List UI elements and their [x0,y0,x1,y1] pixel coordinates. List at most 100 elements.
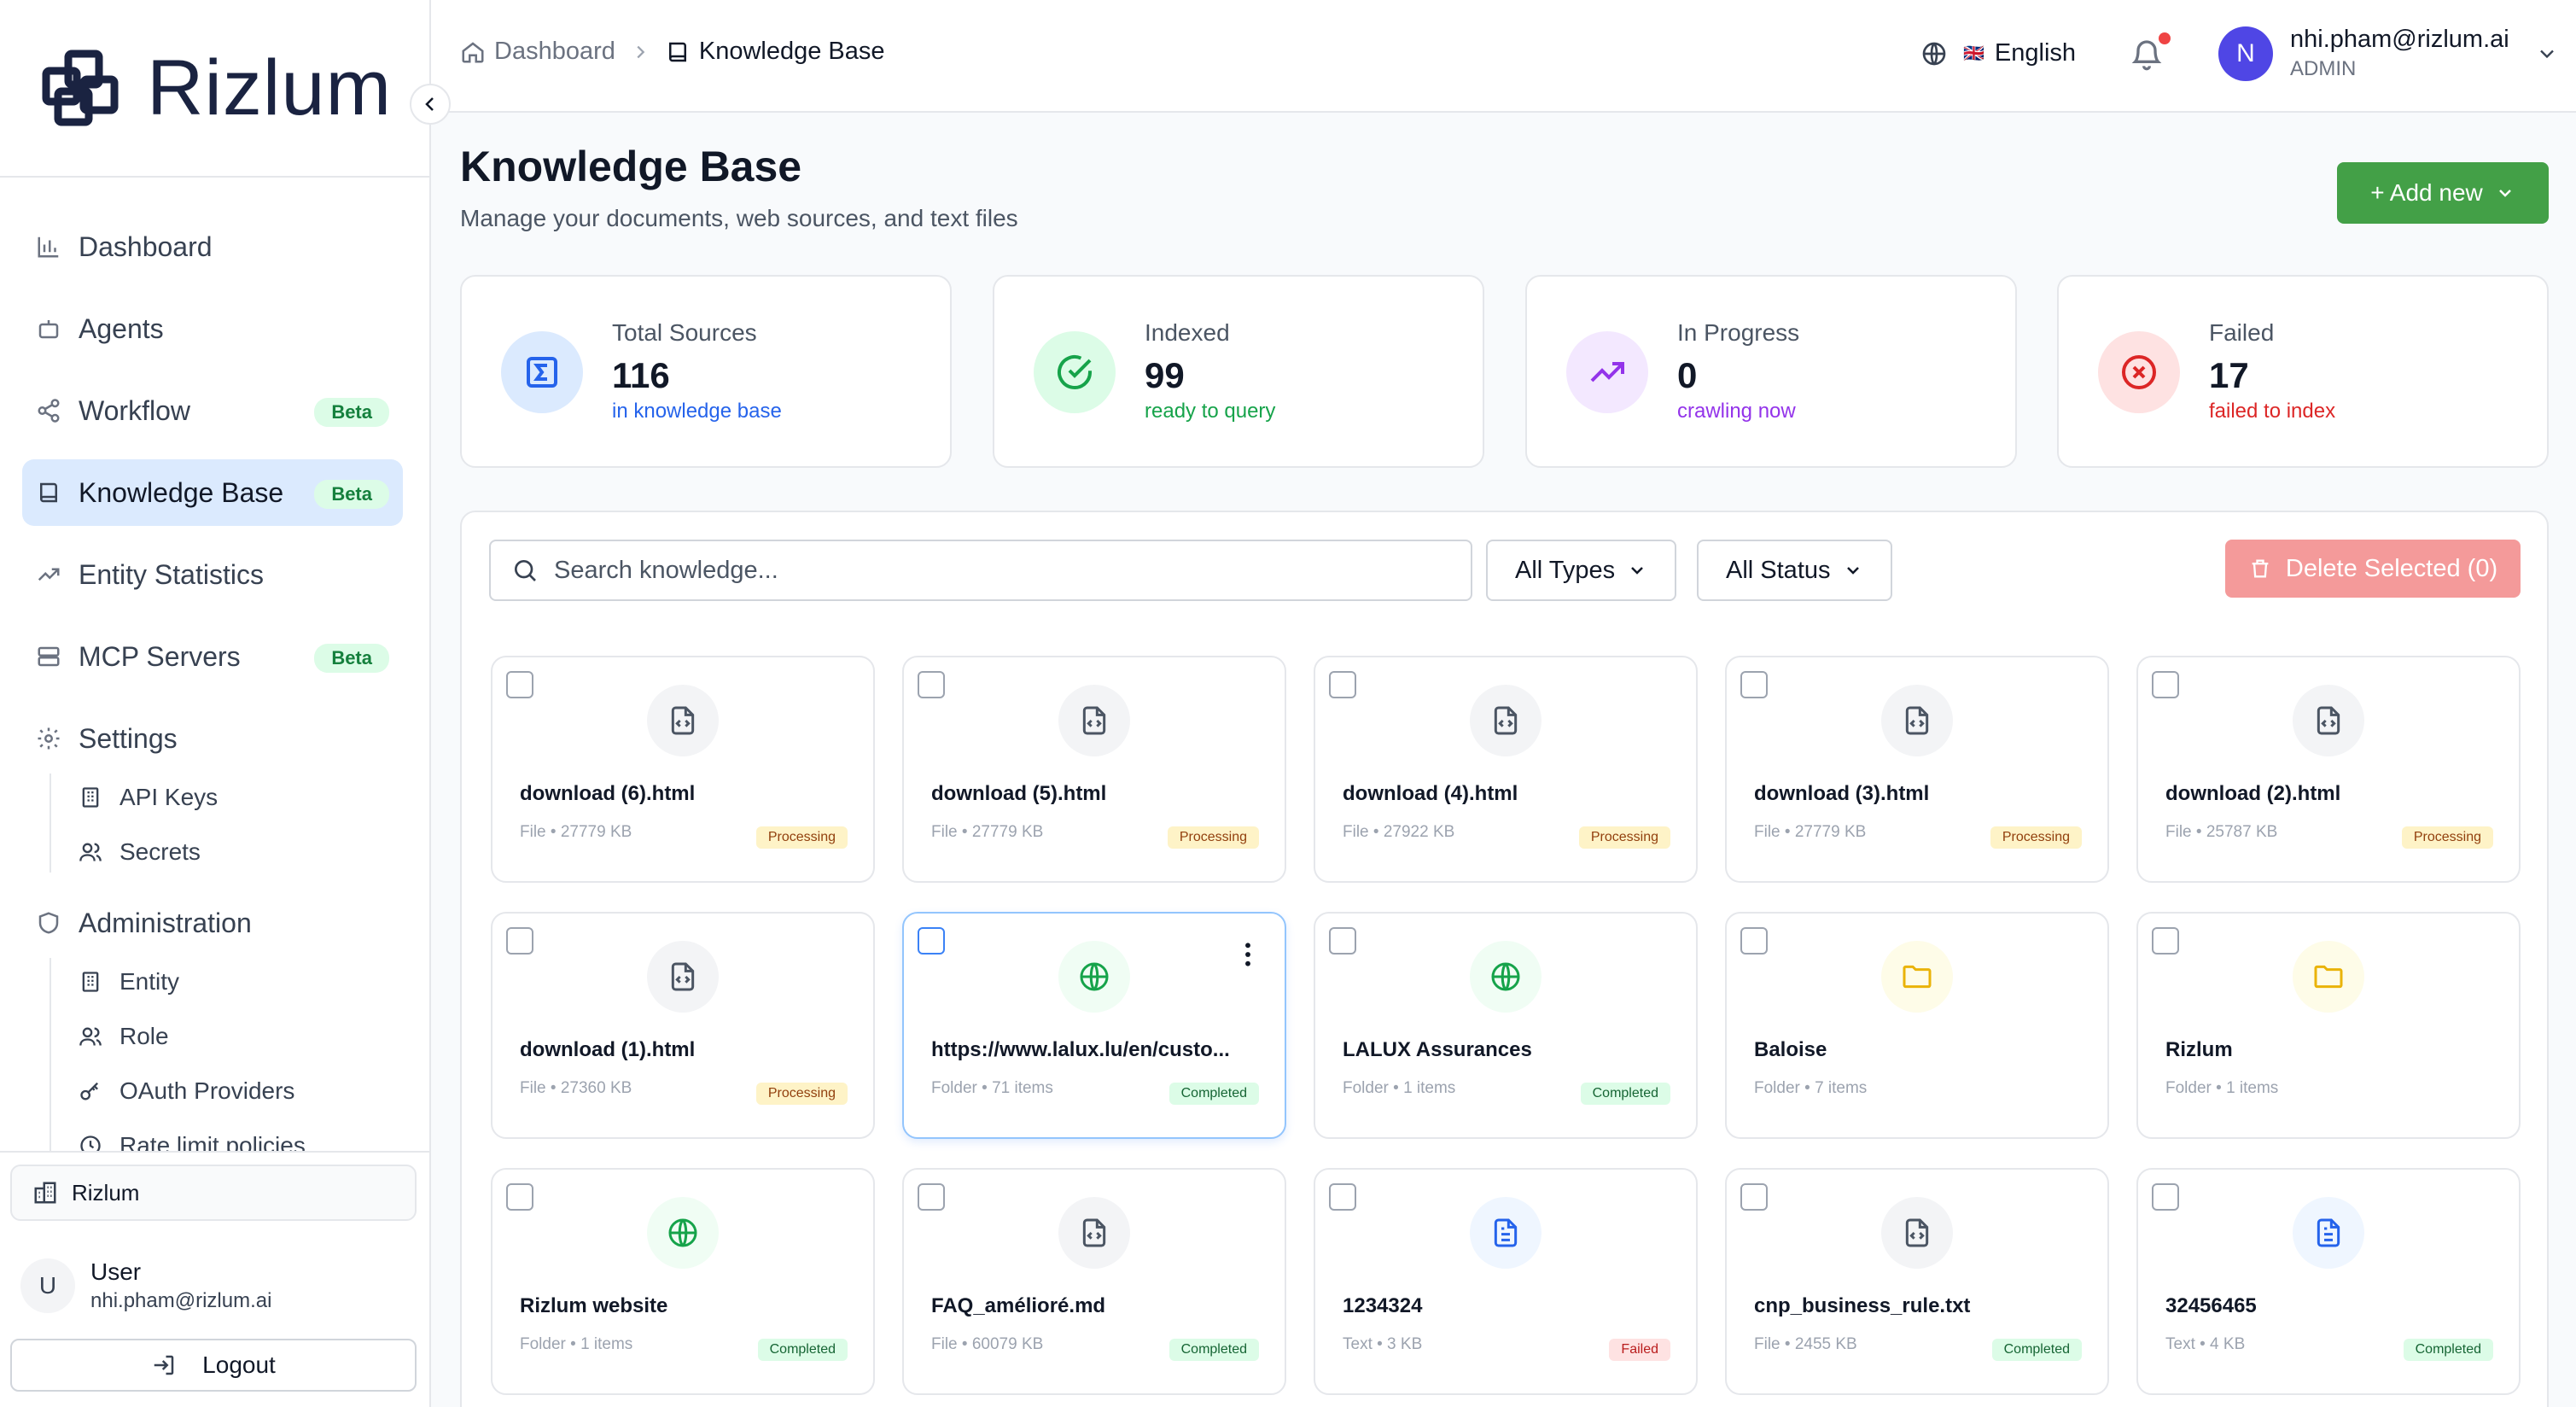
card-icon-wrap [2293,1197,2364,1269]
logout-label: Logout [202,1352,276,1378]
search-icon [515,560,536,581]
sidebar-item-dashboard[interactable]: Dashboard [22,213,403,280]
sidebar-item-entity-statistics[interactable]: Entity Statistics [22,541,403,608]
knowledge-card[interactable]: download (1).html File • 27360 KB Processi… [491,912,875,1139]
card-checkbox[interactable] [1740,927,1768,955]
knowledge-card[interactable]: LALUX Assurances Folder • 1 items Complete… [1314,912,1698,1139]
top-bar: Dashboard Knowledge Base 🇬🇧 English N nh… [431,0,2576,113]
users-icon [79,843,102,861]
language-selector[interactable]: 🇬🇧 English [1920,39,2076,67]
user-block: U User nhi.pham@rizlum.ai [20,1258,271,1313]
knowledge-card[interactable]: Baloise Folder • 7 items [1725,912,2109,1139]
stat-value: 0 [1677,355,1698,395]
knowledge-card[interactable]: download (5).html File • 27779 KB Processi… [902,656,1286,883]
knowledge-card[interactable]: download (2).html File • 25787 KB Processi… [2136,656,2521,883]
sidebar-item-knowledge-base[interactable]: Knowledge Base Beta [22,459,403,526]
card-checkbox[interactable] [1740,671,1768,698]
profile-menu[interactable]: N nhi.pham@rizlum.ai ADMIN [2218,26,2559,81]
card-checkbox[interactable] [2152,671,2179,698]
key-icon [80,1082,98,1100]
sidebar-item-role[interactable]: Role [79,1013,169,1060]
breadcrumb-dashboard[interactable]: Dashboard [494,38,615,65]
file-text-icon [1494,1218,1518,1247]
sidebar-item-entity[interactable]: Entity [79,958,179,1006]
card-checkbox[interactable] [918,1183,945,1211]
more-vertical-icon[interactable] [1244,941,1252,968]
type-filter-select[interactable]: All Types [1486,540,1677,601]
status-filter-select[interactable]: All Status [1697,540,1892,601]
chevron-down-icon [2498,190,2511,197]
bell-icon[interactable] [2130,38,2164,72]
sidebar-item-settings[interactable]: Settings [22,705,403,772]
card-checkbox[interactable] [506,927,533,955]
card-checkbox[interactable] [1329,927,1356,955]
card-checkbox[interactable] [2152,927,2179,955]
stat-icon-wrap [2098,331,2180,413]
card-icon-wrap [1881,941,1953,1013]
card-checkbox[interactable] [918,927,945,955]
add-new-label: + Add new [2370,179,2483,206]
knowledge-card[interactable]: Rizlum website Folder • 1 items Completed [491,1168,875,1395]
card-meta: Folder • 7 items [1754,1079,1868,1097]
file-code-icon [2317,706,2340,735]
sub-item-label: Rate limit policies [119,1132,306,1151]
building-icon [34,1182,56,1204]
sidebar-item-workflow[interactable]: Workflow Beta [22,377,403,444]
logout-button[interactable]: Logout [10,1339,417,1392]
card-title: Rizlum [2165,1038,2233,1061]
knowledge-card[interactable]: 32456465 Text • 4 KB Completed [2136,1168,2521,1395]
delete-selected-button[interactable]: Delete Selected (0) [2225,540,2521,598]
trending-up-icon [38,568,60,581]
search-input[interactable] [554,556,1450,585]
beta-badge: Beta [314,398,389,427]
stat-desc: in knowledge base [612,400,782,423]
knowledge-card[interactable]: FAQ_amélioré.md File • 60079 KB Completed [902,1168,1286,1395]
stat-desc: failed to index [2209,400,2336,423]
card-checkbox[interactable] [918,671,945,698]
card-checkbox[interactable] [1740,1183,1768,1211]
status-badge: Processing [1167,826,1259,849]
sidebar-item-rate-limit-policies[interactable]: Rate limit policies [79,1122,306,1151]
logo[interactable]: Rizlum [0,0,429,178]
sidebar-item-api-keys[interactable]: API Keys [79,774,218,821]
stat-card-indexed: Indexed 99 ready to query [993,275,1484,468]
card-icon-wrap [1470,685,1542,756]
book-icon [40,482,57,503]
collapse-sidebar-button[interactable] [410,84,451,125]
notification-dot [2159,32,2171,44]
knowledge-card[interactable]: download (3).html File • 27779 KB Processi… [1725,656,2109,883]
card-icon-wrap [1058,685,1130,756]
chevron-down-icon [1846,567,1859,575]
trending-up-icon [1590,362,1624,382]
status-badge: Processing [1578,826,1670,849]
card-meta: File • 27779 KB [520,823,632,841]
sidebar-item-agents[interactable]: Agents [22,295,403,362]
sub-item-label: Entity [119,968,180,995]
knowledge-card[interactable]: cnp_business_rule.txt File • 2455 KB Compl… [1725,1168,2109,1395]
card-checkbox[interactable] [2152,1183,2179,1211]
sidebar-divider [0,1151,431,1153]
knowledge-card[interactable]: download (4).html File • 27922 KB Processi… [1314,656,1698,883]
knowledge-card[interactable]: download (6).html File • 27779 KB Processi… [491,656,875,883]
add-new-button[interactable]: + Add new [2337,162,2549,224]
card-checkbox[interactable] [1329,671,1356,698]
knowledge-card[interactable]: https://www.lalux.lu/en/custo... Folder •… [902,912,1286,1139]
card-icon-wrap [2293,685,2364,756]
org-switcher[interactable]: Rizlum [10,1165,417,1221]
chevron-down-icon [2539,50,2554,58]
knowledge-card[interactable]: Rizlum Folder • 1 items [2136,912,2521,1139]
globe-icon [1080,962,1109,991]
folder-icon [1903,965,1932,989]
card-checkbox[interactable] [506,1183,533,1211]
language-label: English [1994,39,2077,67]
card-checkbox[interactable] [506,671,533,698]
sidebar-item-oauth-providers[interactable]: OAuth Providers [79,1067,294,1115]
stat-value: 17 [2209,355,2249,395]
card-icon-wrap [1470,941,1542,1013]
knowledge-card[interactable]: 1234324 Text • 3 KB Failed [1314,1168,1698,1395]
card-checkbox[interactable] [1329,1183,1356,1211]
sidebar-item-mcp-servers[interactable]: MCP Servers Beta [22,623,403,690]
card-title: 1234324 [1343,1294,1423,1317]
sidebar-item-administration[interactable]: Administration [22,890,403,956]
sidebar-item-secrets[interactable]: Secrets [79,828,201,876]
